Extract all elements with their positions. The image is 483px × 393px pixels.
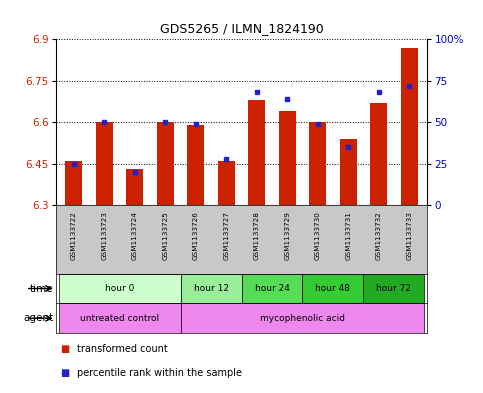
Bar — [340, 139, 356, 206]
Text: GSM1133724: GSM1133724 — [132, 211, 138, 260]
Text: mycophenolic acid: mycophenolic acid — [260, 314, 345, 323]
Bar — [66, 161, 82, 206]
Bar — [127, 169, 143, 206]
Text: untreated control: untreated control — [80, 314, 159, 323]
Bar — [401, 48, 417, 206]
Bar — [302, 274, 363, 303]
Text: hour 24: hour 24 — [255, 284, 289, 293]
Text: hour 48: hour 48 — [315, 284, 351, 293]
Text: GSM1133722: GSM1133722 — [71, 211, 77, 260]
Text: GSM1133728: GSM1133728 — [254, 211, 260, 260]
Text: hour 0: hour 0 — [105, 284, 134, 293]
Text: GSM1133733: GSM1133733 — [406, 211, 412, 260]
Bar — [187, 125, 204, 206]
Text: GSM1133730: GSM1133730 — [315, 211, 321, 260]
Bar — [309, 122, 326, 206]
Text: ■: ■ — [60, 344, 70, 354]
Text: GSM1133726: GSM1133726 — [193, 211, 199, 260]
Bar — [58, 303, 181, 333]
Text: GSM1133732: GSM1133732 — [376, 211, 382, 260]
Text: agent: agent — [23, 313, 53, 323]
Bar — [58, 274, 181, 303]
Text: hour 72: hour 72 — [376, 284, 412, 293]
Text: ■: ■ — [60, 368, 70, 378]
Bar — [279, 111, 296, 206]
Bar — [181, 303, 425, 333]
Text: transformed count: transformed count — [77, 344, 168, 354]
Text: hour 12: hour 12 — [194, 284, 228, 293]
Bar — [218, 161, 235, 206]
Text: percentile rank within the sample: percentile rank within the sample — [77, 368, 242, 378]
Bar — [363, 274, 425, 303]
Bar — [370, 103, 387, 206]
Bar — [248, 100, 265, 206]
Bar — [96, 122, 113, 206]
Text: GSM1133725: GSM1133725 — [162, 211, 168, 260]
Text: GSM1133723: GSM1133723 — [101, 211, 107, 260]
Text: GSM1133731: GSM1133731 — [345, 211, 351, 260]
Text: GSM1133729: GSM1133729 — [284, 211, 290, 260]
Text: GSM1133727: GSM1133727 — [223, 211, 229, 260]
Bar — [242, 274, 302, 303]
Text: time: time — [29, 283, 53, 294]
Bar — [157, 122, 174, 206]
Text: GDS5265 / ILMN_1824190: GDS5265 / ILMN_1824190 — [159, 22, 324, 35]
Bar — [181, 274, 242, 303]
